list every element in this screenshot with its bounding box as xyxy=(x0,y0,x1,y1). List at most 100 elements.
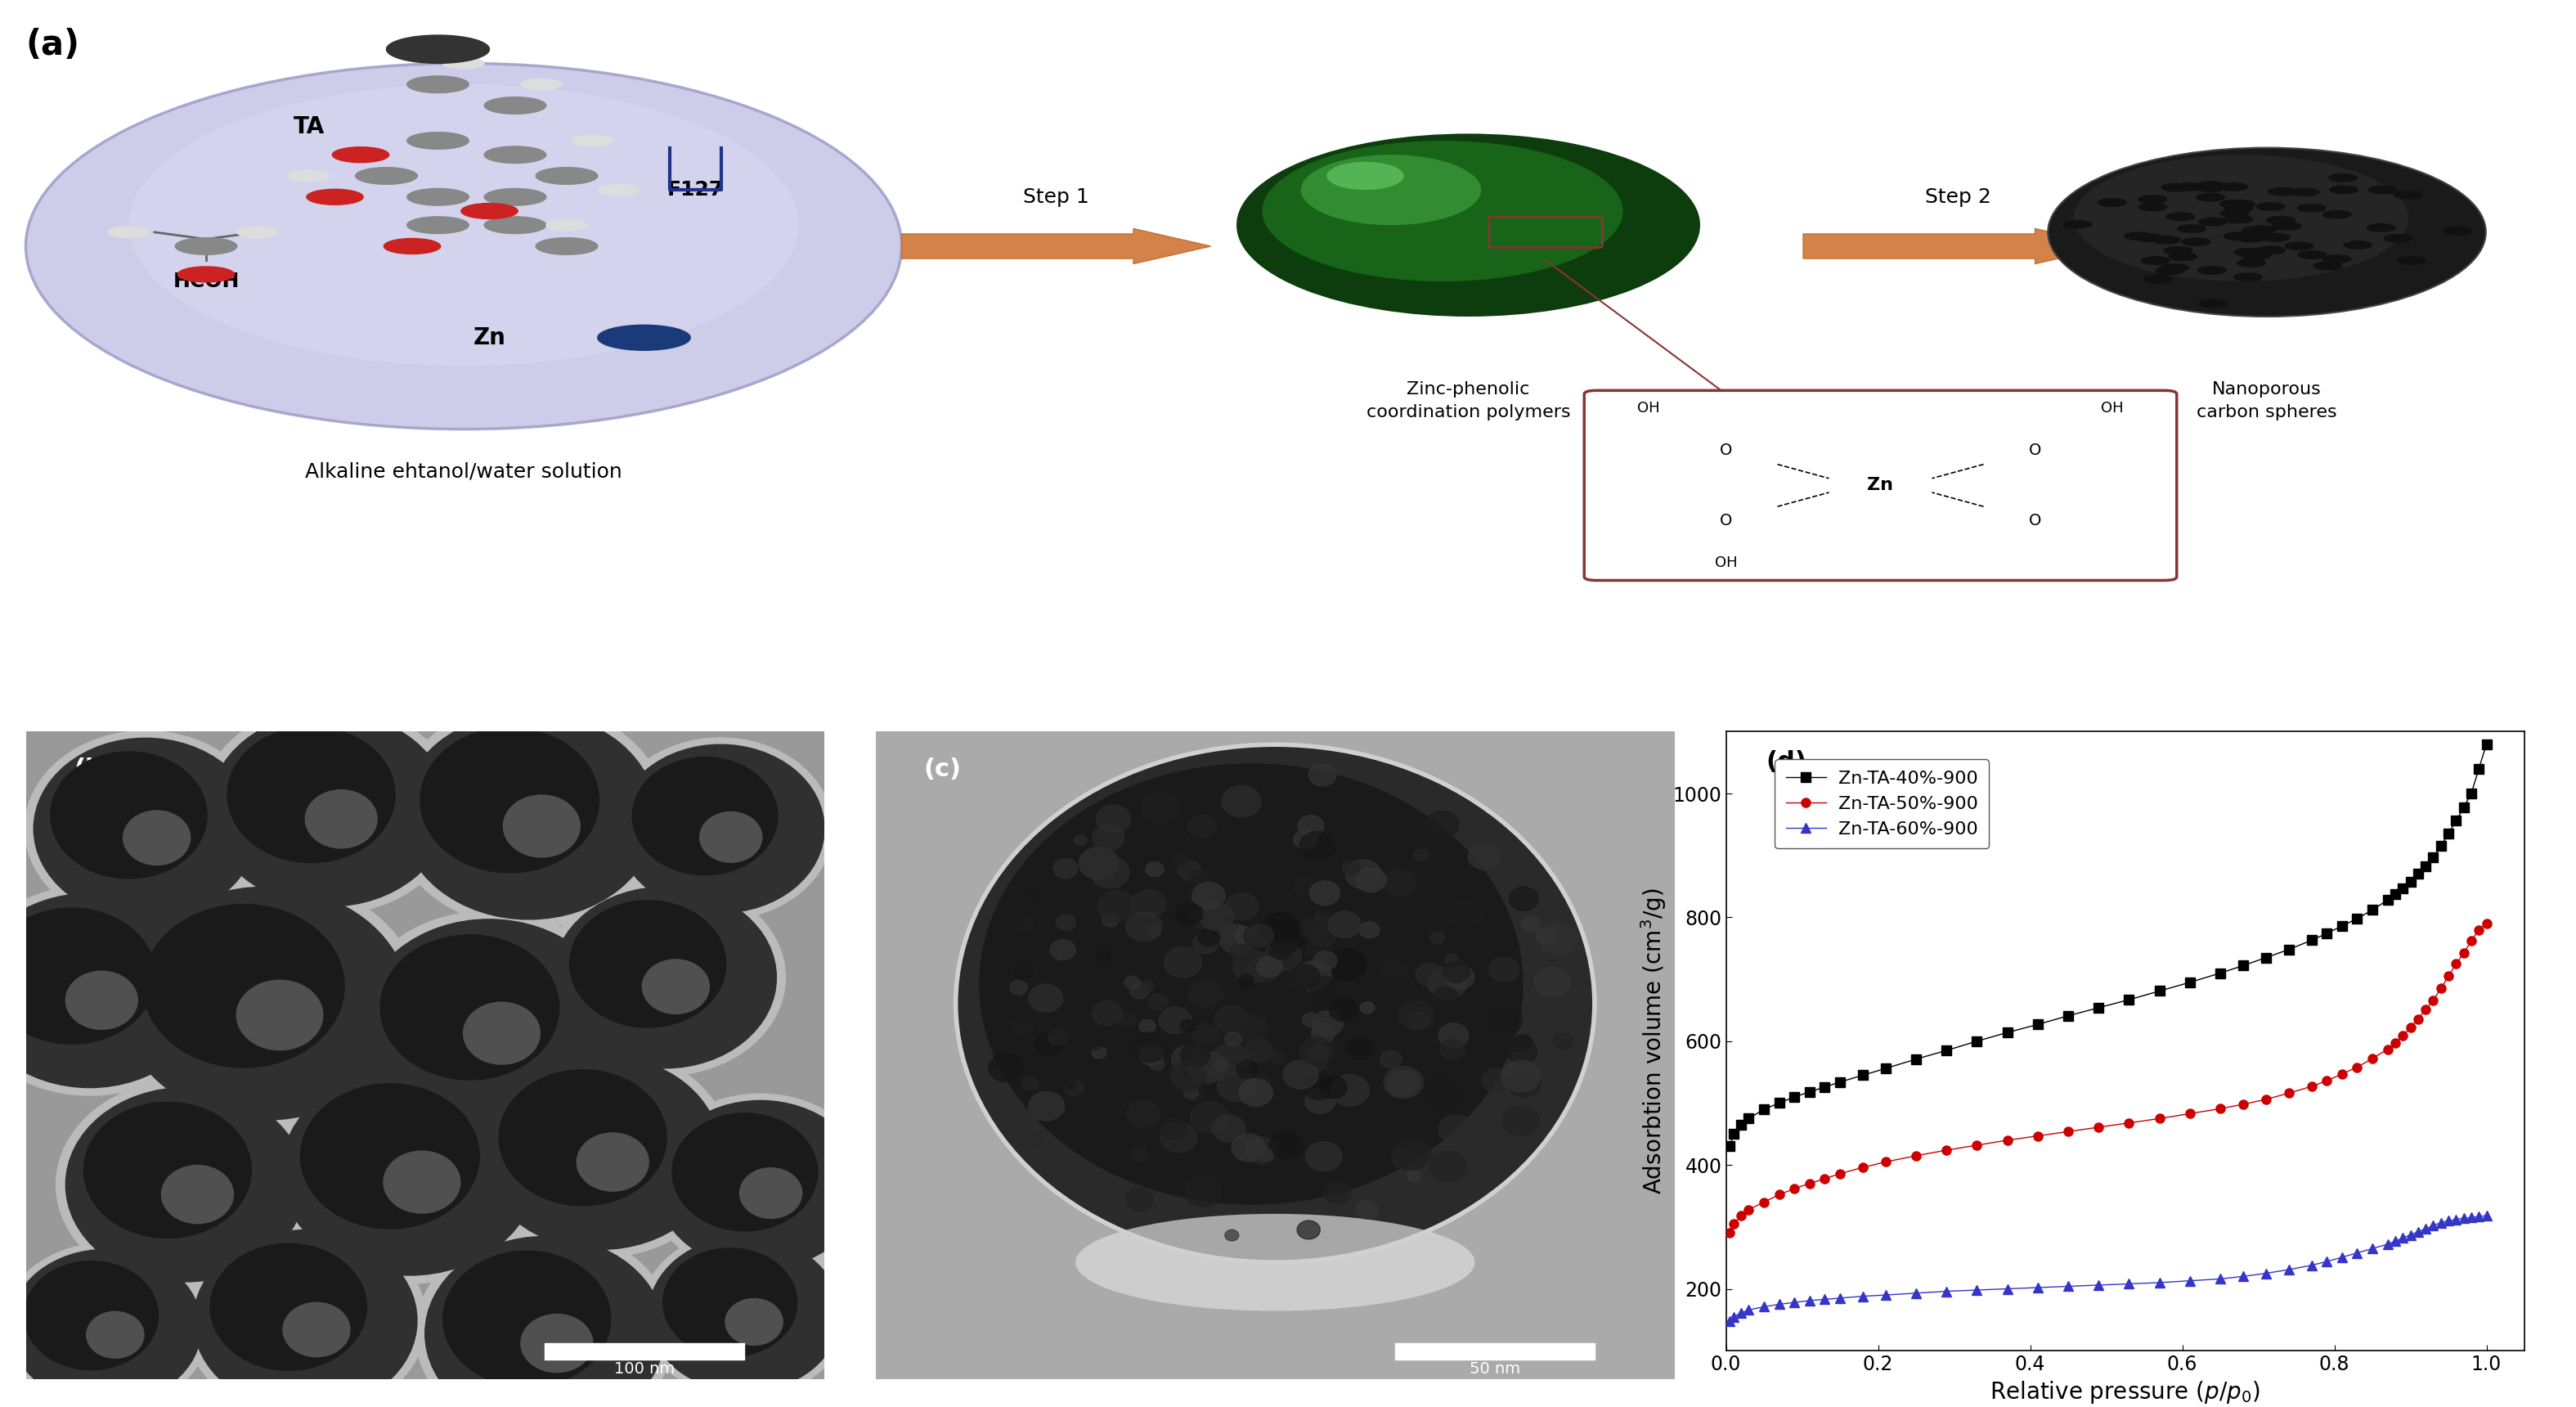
Circle shape xyxy=(1118,1013,1136,1029)
Circle shape xyxy=(1298,1038,1334,1065)
Zn-TA-50%-900 xyxy=(2205,1100,2236,1117)
Circle shape xyxy=(2182,238,2210,246)
Zn-TA-50%-900 xyxy=(2372,1041,2403,1058)
Circle shape xyxy=(1422,1078,1461,1109)
Circle shape xyxy=(1327,948,1365,981)
Zn-TA-50%-900 xyxy=(1901,1147,1932,1164)
Circle shape xyxy=(1270,1051,1285,1064)
Zn-TA-50%-900 xyxy=(2174,1104,2205,1121)
Circle shape xyxy=(1139,1020,1157,1033)
Circle shape xyxy=(1095,950,1110,962)
Circle shape xyxy=(1260,913,1301,944)
Zn-TA-50%-900 xyxy=(2228,1096,2259,1113)
Circle shape xyxy=(3,1244,209,1407)
Circle shape xyxy=(672,1113,817,1231)
Circle shape xyxy=(0,893,209,1088)
Zn-TA-60%-900 xyxy=(1932,1283,1963,1300)
Circle shape xyxy=(1492,1007,1522,1033)
Ellipse shape xyxy=(26,63,902,429)
Text: 50 nm: 50 nm xyxy=(1468,1362,1520,1377)
Circle shape xyxy=(332,146,389,163)
Circle shape xyxy=(1270,941,1291,960)
Zn-TA-60%-900 xyxy=(1901,1285,1932,1301)
Circle shape xyxy=(237,981,322,1050)
Zn-TA-40%-900 xyxy=(1847,1067,1878,1083)
Zn-TA-50%-900 xyxy=(2396,1019,2427,1036)
Zn-TA-40%-900 xyxy=(1718,1126,1749,1142)
Circle shape xyxy=(484,217,546,234)
Circle shape xyxy=(1213,1114,1247,1142)
Circle shape xyxy=(1399,1000,1435,1030)
Circle shape xyxy=(1257,957,1283,978)
Circle shape xyxy=(2383,235,2411,242)
Zn-TA-60%-900 xyxy=(2470,1207,2501,1224)
Circle shape xyxy=(1231,944,1244,955)
Circle shape xyxy=(57,1079,314,1290)
Zn-TA-40%-900 xyxy=(2251,950,2282,967)
Zn-TA-40%-900 xyxy=(2439,812,2470,829)
Circle shape xyxy=(1239,1079,1273,1106)
Zn-TA-40%-900 xyxy=(1932,1043,1963,1059)
Circle shape xyxy=(1234,950,1273,982)
Zn-TA-60%-900 xyxy=(2357,1240,2388,1256)
Zn-TA-60%-900 xyxy=(2174,1272,2205,1289)
Circle shape xyxy=(1332,1075,1370,1106)
Zn-TA-60%-900 xyxy=(2228,1268,2259,1285)
Circle shape xyxy=(464,1002,541,1064)
Zn-TA-50%-900 xyxy=(1991,1131,2022,1148)
Circle shape xyxy=(1180,1059,1206,1079)
Circle shape xyxy=(2257,246,2285,255)
Zn-TA-40%-900 xyxy=(2396,872,2427,889)
Zn-TA-50%-900 xyxy=(1824,1165,1855,1182)
Zn-TA-60%-900 xyxy=(2112,1275,2143,1292)
Circle shape xyxy=(1319,1076,1347,1099)
Zn-TA-40%-900 xyxy=(1734,1110,1765,1127)
Circle shape xyxy=(350,912,626,1134)
Zn-TA-50%-900 xyxy=(2084,1119,2115,1135)
Circle shape xyxy=(1221,785,1260,817)
Circle shape xyxy=(1265,941,1301,971)
FancyArrow shape xyxy=(1803,228,2112,265)
Zn-TA-60%-900 xyxy=(2311,1254,2342,1271)
Line: Zn-TA-40%-900: Zn-TA-40%-900 xyxy=(1726,740,2491,1151)
Circle shape xyxy=(420,727,600,872)
Circle shape xyxy=(1180,1020,1195,1033)
Zn-TA-50%-900 xyxy=(1734,1202,1765,1218)
Circle shape xyxy=(1270,1133,1303,1159)
Text: O: O xyxy=(1721,512,1731,529)
Circle shape xyxy=(1190,886,1213,906)
Circle shape xyxy=(1218,924,1255,954)
Text: Step 2: Step 2 xyxy=(1924,187,1991,207)
Circle shape xyxy=(2267,217,2295,224)
Circle shape xyxy=(1288,967,1316,991)
Circle shape xyxy=(502,795,580,857)
Circle shape xyxy=(1553,1033,1574,1050)
Zn-TA-60%-900 xyxy=(1713,1313,1744,1330)
Zn-TA-60%-900 xyxy=(2251,1265,2282,1282)
Circle shape xyxy=(1522,916,1540,931)
Circle shape xyxy=(631,757,778,875)
Circle shape xyxy=(2344,241,2372,249)
Zn-TA-40%-900 xyxy=(2174,974,2205,991)
Circle shape xyxy=(1139,1045,1164,1065)
Zn-TA-60%-900 xyxy=(1808,1290,1839,1307)
Circle shape xyxy=(520,1314,592,1372)
Circle shape xyxy=(1149,1058,1164,1071)
Zn-TA-50%-900 xyxy=(2455,933,2486,950)
Circle shape xyxy=(572,135,613,146)
Circle shape xyxy=(425,1237,665,1407)
Circle shape xyxy=(1090,857,1128,888)
Zn-TA-40%-900 xyxy=(2455,785,2486,802)
Circle shape xyxy=(2151,236,2179,243)
Circle shape xyxy=(1257,1148,1273,1161)
Circle shape xyxy=(641,960,708,1014)
Zn-TA-50%-900 xyxy=(2427,981,2458,998)
Circle shape xyxy=(1265,938,1301,967)
Circle shape xyxy=(1126,912,1162,941)
Circle shape xyxy=(1445,954,1458,965)
Circle shape xyxy=(2241,252,2269,260)
Circle shape xyxy=(1213,1058,1229,1071)
Circle shape xyxy=(1185,1176,1221,1207)
Circle shape xyxy=(162,1165,234,1224)
Zn-TA-50%-900 xyxy=(1713,1224,1744,1241)
